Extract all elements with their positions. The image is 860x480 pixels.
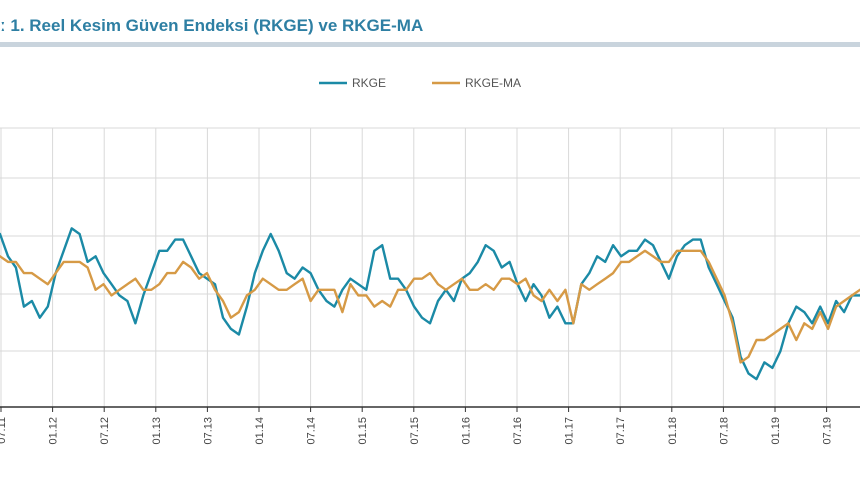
legend-rkge-label: RKGE	[352, 76, 386, 90]
x-tick-label: 07.14	[306, 417, 318, 445]
x-tick-label: 07.15	[409, 417, 421, 445]
x-tick-label: 07.13	[202, 417, 214, 445]
x-tick-label: 07.18	[718, 417, 730, 445]
x-tick-label: 01.19	[770, 417, 782, 445]
x-tick-label: 07.17	[615, 417, 627, 445]
legend-rkge-ma-label: RKGE-MA	[465, 76, 521, 90]
x-tick-label: 07.19	[822, 417, 834, 445]
x-tick-label: 01.15	[357, 417, 369, 445]
x-tick-label: 01.13	[151, 417, 163, 445]
x-tick-label: 01.12	[48, 417, 60, 445]
title-underline	[0, 42, 860, 47]
grid-lines	[0, 127, 860, 407]
x-axis: 07.11 01.12 07.12 01.13 07.13 01.14 07.14 01.15…	[0, 406, 860, 445]
x-tick-label: 01.17	[564, 417, 576, 445]
x-tick-label: 07.16	[512, 417, 524, 445]
x-tick-label: 01.14	[254, 417, 266, 445]
legend: RKGE RKGE-MA	[319, 76, 521, 90]
chart-title: ː 1. Reel Kesim Güven Endeksi (RKGE) ve …	[0, 16, 424, 35]
series-rkge-line	[0, 227, 860, 381]
series-rkge-ma-line	[0, 249, 860, 364]
x-tick-label: 07.11	[0, 417, 8, 444]
series-lines	[0, 227, 860, 381]
x-tick-label: 01.18	[667, 417, 679, 445]
x-tick-label: 07.12	[99, 417, 111, 445]
x-tick-label: 01.16	[460, 417, 472, 445]
